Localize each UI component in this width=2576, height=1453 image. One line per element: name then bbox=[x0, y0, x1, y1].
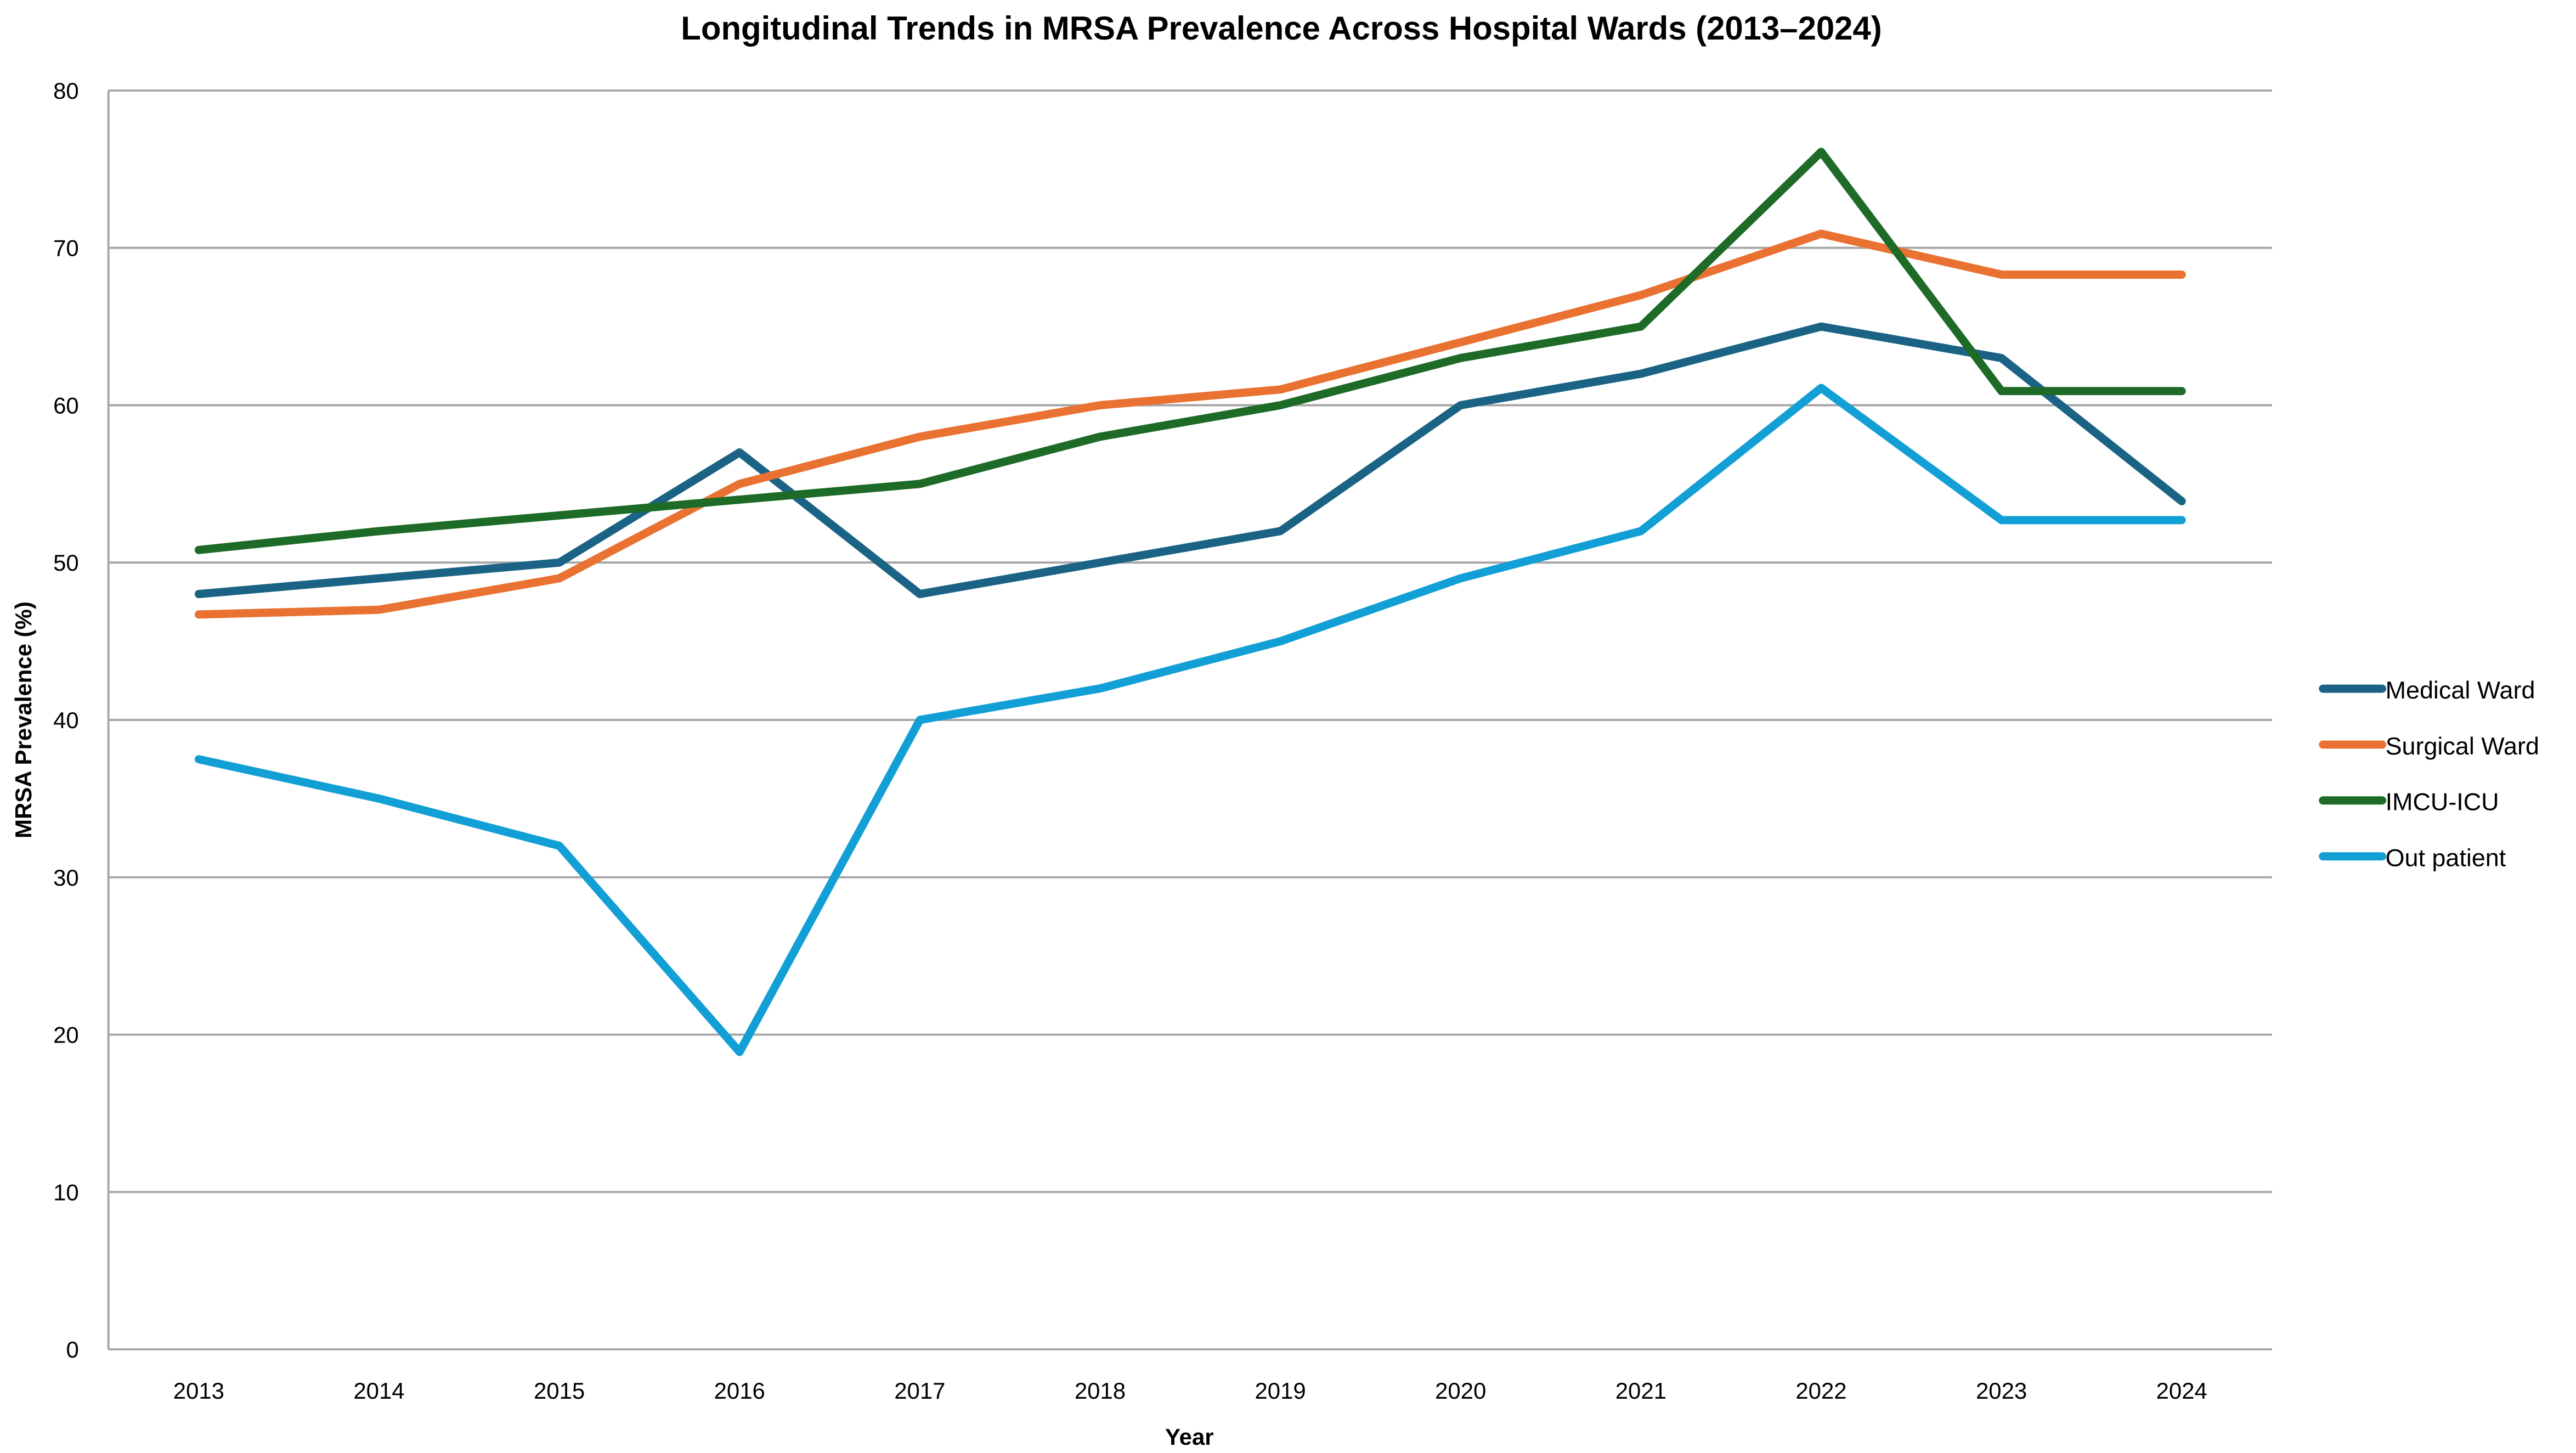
x-tick-label: 2024 bbox=[2156, 1378, 2207, 1404]
y-tick-label: 70 bbox=[53, 235, 79, 261]
series-lines bbox=[194, 148, 2186, 1056]
legend-label: Surgical Ward bbox=[2386, 732, 2539, 760]
y-tick-label: 10 bbox=[53, 1179, 79, 1205]
y-tick-label: 80 bbox=[53, 78, 79, 104]
x-tick-label: 2014 bbox=[353, 1378, 404, 1404]
x-axis-label: Year bbox=[1165, 1424, 1214, 1450]
legend-label: Out patient bbox=[2386, 844, 2506, 872]
y-tick-label: 20 bbox=[53, 1022, 79, 1048]
y-tick-label: 50 bbox=[53, 550, 79, 576]
series-line-imcu-icu bbox=[194, 148, 2186, 554]
legend-label: IMCU-ICU bbox=[2386, 788, 2499, 816]
x-tick-label: 2013 bbox=[173, 1378, 224, 1404]
y-tick-label: 0 bbox=[66, 1337, 78, 1362]
legend-label: Medical Ward bbox=[2386, 676, 2535, 704]
legend: Medical Ward Surgical Ward IMCU-ICU Out pat… bbox=[2319, 676, 2539, 872]
x-tick-label: 2023 bbox=[1976, 1378, 2027, 1404]
x-tick-labels: 2013 2014 2015 2016 2017 2018 2019 2020 2021 2022… bbox=[173, 1378, 2207, 1404]
x-tick-label: 2015 bbox=[534, 1378, 585, 1404]
x-tick-label: 2016 bbox=[714, 1378, 765, 1404]
y-tick-label: 30 bbox=[53, 865, 79, 891]
x-tick-label: 2019 bbox=[1255, 1378, 1306, 1404]
x-tick-label: 2018 bbox=[1075, 1378, 1126, 1404]
y-tick-label: 40 bbox=[53, 707, 79, 733]
x-tick-label: 2022 bbox=[1795, 1378, 1846, 1404]
y-tick-labels: 0 10 20 30 40 50 60 70 80 bbox=[53, 78, 79, 1362]
x-tick-label: 2017 bbox=[894, 1378, 945, 1404]
y-axis-label: MRSA Prevalence (%) bbox=[10, 601, 36, 838]
x-tick-label: 2020 bbox=[1435, 1378, 1486, 1404]
y-tick-label: 60 bbox=[53, 392, 79, 418]
chart-title: Longitudinal Trends in MRSA Prevalence A… bbox=[681, 10, 1882, 47]
x-tick-label: 2021 bbox=[1615, 1378, 1667, 1404]
gridlines bbox=[108, 89, 2272, 1193]
series-line-medical-ward bbox=[194, 322, 2186, 599]
series-line-surgical-ward bbox=[194, 229, 2186, 619]
series-line-out-patient bbox=[194, 384, 2186, 1056]
